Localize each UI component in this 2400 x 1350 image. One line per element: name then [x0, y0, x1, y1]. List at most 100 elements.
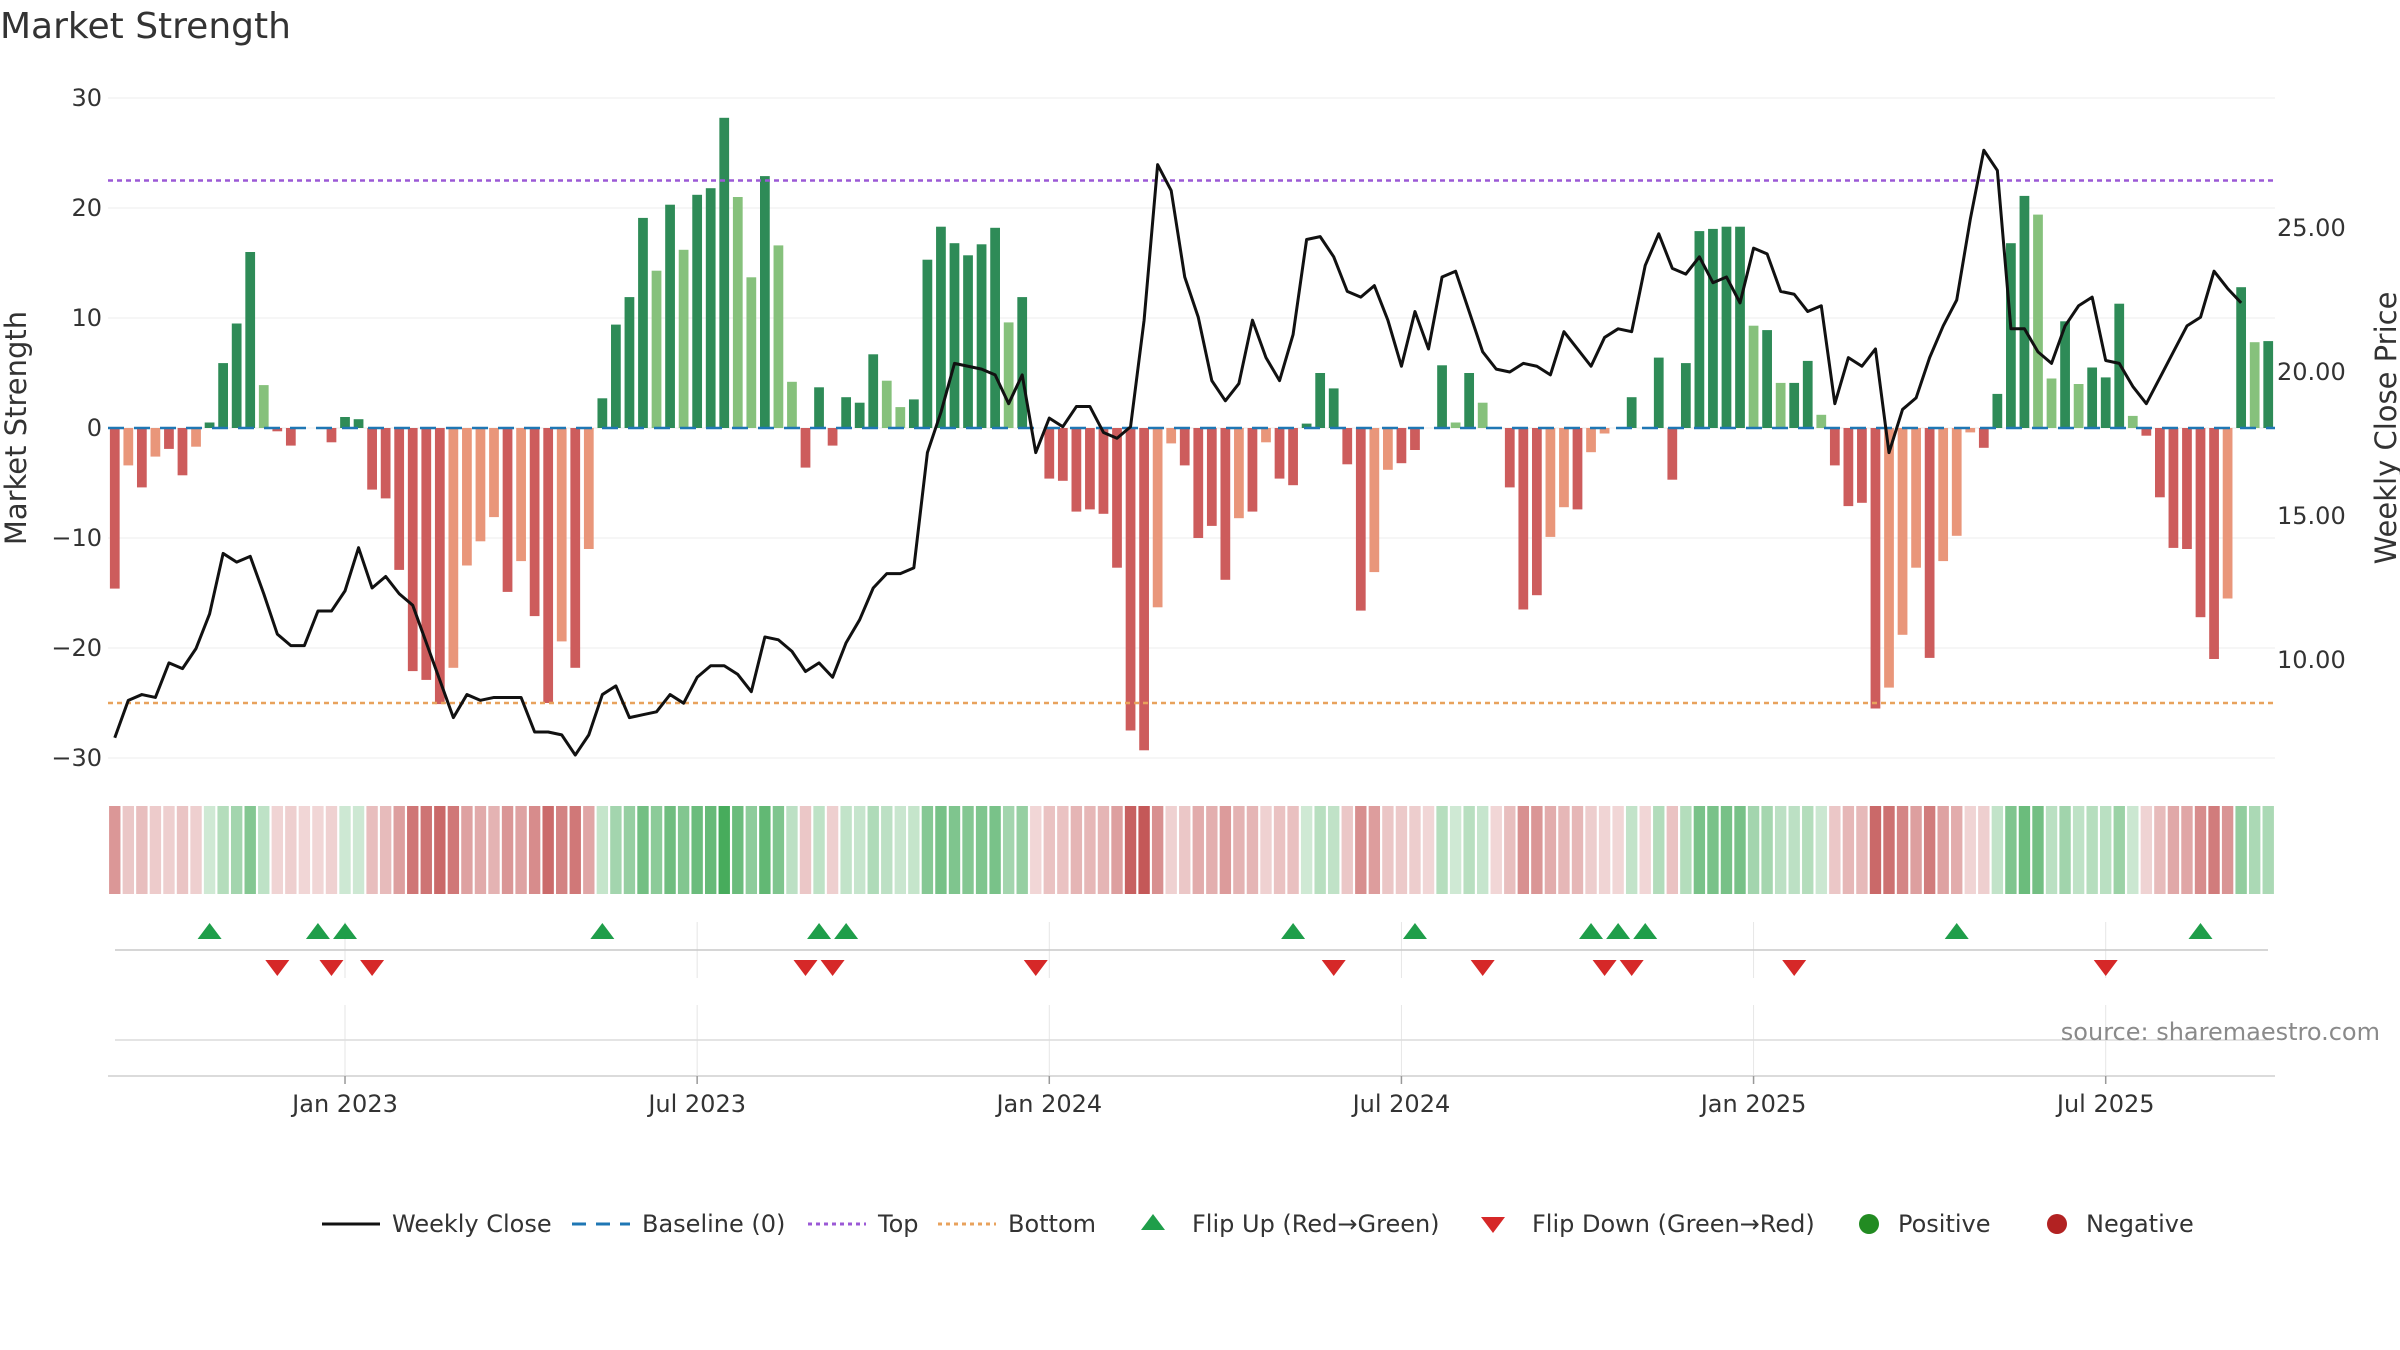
strength-bar	[2100, 377, 2111, 428]
strip-cell	[1219, 806, 1232, 894]
flip-up-marker	[333, 923, 358, 939]
strip-cell	[610, 806, 622, 894]
strip-cell	[1382, 806, 1394, 894]
strength-bar	[746, 277, 757, 428]
strip-cell	[1395, 806, 1408, 894]
strip-cell	[149, 806, 162, 894]
strip-cell	[1422, 806, 1435, 894]
strip-cell	[1964, 806, 1976, 894]
strip-cell	[434, 806, 446, 894]
strength-bar	[895, 407, 906, 428]
x-axis: Jan 2023 Jul 2023 Jan 2024 Jul 2024 Jan 2025…	[108, 1039, 2275, 1118]
strip-cell	[786, 806, 798, 894]
flip-up-marker	[197, 923, 222, 939]
strip-cell	[583, 806, 595, 894]
strip-cell	[569, 806, 581, 894]
strength-bar	[1125, 428, 1136, 731]
strength-bar	[1897, 428, 1908, 635]
legend-item: Negative	[2047, 1210, 2194, 1238]
strength-bar	[841, 397, 852, 428]
strip-cell	[1192, 806, 1204, 894]
strip-cell	[1179, 806, 1191, 894]
strip-cell	[1260, 806, 1272, 894]
strip-cell	[1558, 806, 1570, 894]
strip-cell	[1449, 806, 1462, 894]
reference-lines	[108, 179, 2275, 705]
strip-cell	[921, 806, 934, 894]
strip-cell	[1951, 806, 1963, 894]
legend-item: Baseline (0)	[572, 1210, 785, 1238]
strength-bar	[1274, 428, 1285, 479]
strength-bar	[1843, 428, 1854, 507]
strip-cell	[2140, 806, 2153, 894]
strength-bar	[678, 249, 689, 428]
flip-up-marker	[834, 923, 859, 939]
strip-cell	[935, 806, 947, 894]
strip-cell	[2005, 806, 2017, 894]
strength-bar	[1857, 428, 1867, 503]
flip-down-marker	[793, 960, 818, 976]
strength-bar	[2168, 428, 2179, 548]
strength-bar	[2087, 367, 2098, 428]
strip-cell	[2059, 806, 2071, 894]
legend-item: Weekly Close	[322, 1210, 552, 1238]
strength-bar	[1626, 397, 1637, 428]
strength-bar	[1301, 423, 1312, 428]
strength-bar	[448, 428, 459, 668]
legend-triangle-up-icon	[1141, 1214, 1165, 1230]
legend-label: Top	[877, 1210, 919, 1238]
strip-cell	[2154, 806, 2166, 894]
left-axis: Market Strength 30 20 10 0 −10 −20 −30	[0, 84, 102, 772]
strip-cell	[366, 806, 378, 894]
strip-cell	[623, 806, 636, 894]
strip-cell	[989, 806, 1001, 894]
strength-bar	[638, 217, 648, 428]
strength-bar	[2182, 428, 2192, 549]
strip-cell	[948, 806, 961, 894]
strength-bar	[1870, 428, 1881, 709]
strength-bar	[150, 428, 161, 457]
strip-cell	[1869, 806, 1882, 894]
legend-triangle-down-icon	[1481, 1217, 1505, 1233]
strength-bar	[204, 422, 215, 428]
right-tick-label: 20.00	[2277, 358, 2346, 386]
strength-bar	[868, 354, 879, 428]
strength-bar	[353, 419, 364, 428]
strength-bar	[732, 197, 743, 428]
legend-label: Negative	[2086, 1210, 2194, 1238]
strip-cell	[2221, 806, 2234, 894]
strength-bar	[1735, 226, 1745, 428]
strength-bar	[191, 428, 201, 447]
strength-bar	[1410, 428, 1420, 450]
strength-bar	[1166, 428, 1177, 444]
x-tick-label: Jan 2025	[1699, 1090, 1807, 1118]
strength-bar	[854, 402, 865, 428]
strip-cell	[2235, 806, 2247, 894]
strip-cell	[461, 806, 473, 894]
left-tick-label: 0	[87, 414, 102, 442]
strength-bar	[1708, 228, 1718, 428]
strength-bar	[1518, 428, 1529, 610]
strip-cell	[1504, 806, 1516, 894]
strength-bar	[787, 381, 797, 428]
strip-cell	[2181, 806, 2193, 894]
flip-up-marker	[1606, 923, 1631, 939]
strength-bar	[1071, 428, 1082, 512]
strip-cell	[258, 806, 270, 894]
strength-bar	[272, 428, 283, 432]
legend-item: Flip Down (Green→Red)	[1481, 1210, 1815, 1238]
strength-bar	[1951, 428, 1962, 536]
strength-bar	[1586, 428, 1596, 453]
flip-up-marker	[305, 923, 330, 939]
strength-bars	[109, 117, 2274, 751]
strip-cell	[1734, 806, 1746, 894]
strip-cell	[759, 806, 771, 894]
flip-up-marker	[1281, 923, 1306, 939]
strip-cell	[136, 806, 148, 894]
strip-cell	[244, 806, 256, 894]
strength-bar	[1884, 428, 1894, 688]
flip-down-marker	[360, 960, 385, 976]
strip-cell	[420, 806, 432, 894]
strength-bar	[773, 245, 784, 428]
gridlines	[108, 97, 2275, 1075]
